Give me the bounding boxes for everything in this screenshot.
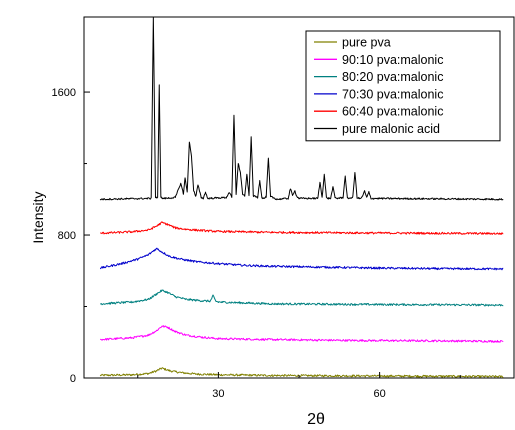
legend-label-1: 90:10 pva:malonic xyxy=(342,53,443,67)
y-tick-label: 800 xyxy=(58,230,76,242)
x-tick-label: 30 xyxy=(212,388,224,400)
series-line-5 xyxy=(99,16,504,201)
x-axis-title: 2θ xyxy=(307,411,325,428)
y-tick-label: 1600 xyxy=(52,87,76,99)
legend-items: pure pva 90:10 pva:malonic 80:20 pva:malon… xyxy=(314,36,443,136)
axis-layer: 30 60 0 800 1600 xyxy=(52,87,461,400)
x-tick-label: 60 xyxy=(374,388,386,400)
legend-label-3: 70:30 pva:malonic xyxy=(342,87,443,101)
legend-label-2: 80:20 pva:malonic xyxy=(342,70,443,84)
legend-box xyxy=(305,30,501,142)
legend-label-0: pure pva xyxy=(342,36,391,50)
series-line-0 xyxy=(99,367,504,378)
series-line-3 xyxy=(99,247,504,271)
series-line-1 xyxy=(100,325,504,343)
series-line-2 xyxy=(100,289,504,307)
series-line-4 xyxy=(100,221,504,235)
series-layer xyxy=(99,16,504,378)
y-tick-label: 0 xyxy=(70,373,76,385)
y-axis-title: Intensity xyxy=(30,191,46,243)
legend: pure pva 90:10 pva:malonic 80:20 pva:malon… xyxy=(305,30,501,142)
legend-label-4: 60:40 pva:malonic xyxy=(342,105,443,119)
legend-label-5: pure malonic acid xyxy=(342,122,440,136)
